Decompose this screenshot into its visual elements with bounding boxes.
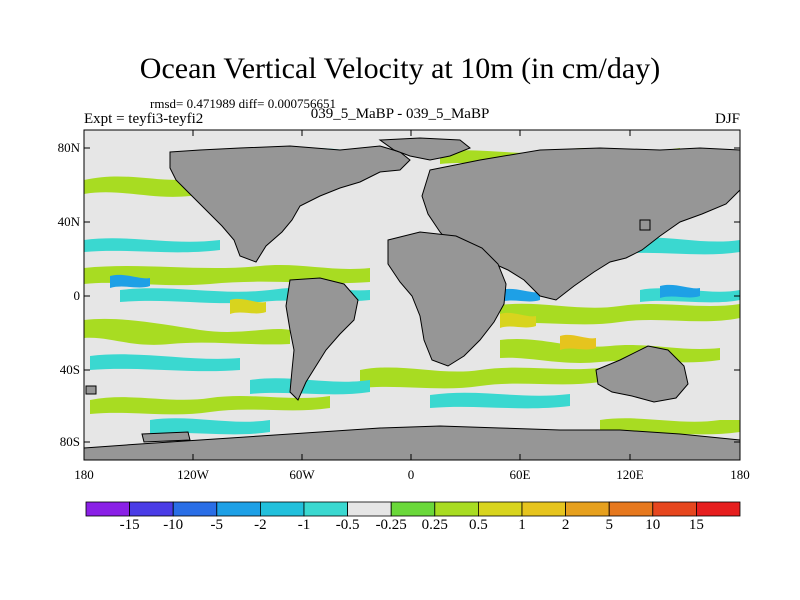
- experiment-label: Expt = teyfi3-teyfi2: [84, 111, 204, 127]
- colorbar-swatch: [216, 501, 261, 517]
- colorbar-swatch: [565, 501, 610, 517]
- lon-label: 120E: [616, 467, 644, 482]
- page-title: Ocean Vertical Velocity at 10m (in cm/da…: [139, 52, 661, 85]
- map-plot-area: [84, 130, 740, 460]
- colorbar: [85, 501, 741, 517]
- colorbar-swatch: [85, 501, 130, 517]
- colorbar-swatch: [390, 501, 436, 517]
- lon-label: 60W: [289, 467, 315, 482]
- lat-label: 40N: [57, 214, 80, 229]
- comparison-label: 039_5_MaBP - 039_5_MaBP: [310, 106, 490, 122]
- colorbar-label: 0.5: [469, 517, 488, 533]
- colorbar-label: 1: [518, 517, 526, 533]
- australia: [595, 345, 689, 403]
- colorbar-label: 0.25: [421, 517, 448, 533]
- colorbar-swatch: [696, 501, 741, 517]
- map-frame: [83, 129, 741, 461]
- greenland: [378, 137, 471, 161]
- colorbar-swatch: [477, 501, 523, 517]
- island: [85, 385, 97, 395]
- colorbar-swatch: [303, 501, 348, 517]
- lat-label: 80S: [59, 434, 80, 449]
- north-america: [169, 145, 411, 263]
- colorbar-swatch: [521, 501, 566, 517]
- axis-ticks: [83, 130, 741, 460]
- colorbar-swatch: [652, 501, 697, 517]
- colorbar-label: -1: [297, 517, 311, 533]
- lon-label: 180: [74, 467, 94, 482]
- lon-label: 180: [730, 467, 750, 482]
- colorbar-swatch: [347, 501, 392, 517]
- colorbar-swatch: [129, 501, 174, 517]
- colorbar-label: 10: [645, 517, 661, 533]
- lon-label: 120W: [177, 467, 209, 482]
- africa: [387, 231, 507, 367]
- season-label: DJF: [714, 111, 740, 127]
- lon-label: 0: [407, 467, 415, 482]
- colorbar-swatch: [172, 501, 218, 517]
- colorbar-label: 2: [561, 517, 570, 533]
- colorbar-label: -0.25: [375, 517, 407, 533]
- island: [141, 431, 191, 443]
- antarctica: [84, 425, 740, 460]
- colorbar-label: -0.5: [335, 517, 360, 533]
- rmsd-diff-stats: rmsd= 0.471989 diff= 0.000756651: [150, 96, 336, 111]
- lat-label: 40S: [59, 362, 80, 377]
- colorbar-label: 5: [605, 517, 613, 533]
- lat-label: 0: [73, 288, 81, 303]
- colorbar-swatch: [434, 501, 479, 517]
- colorbar-label: 15: [688, 517, 704, 533]
- colorbar-swatch: [608, 501, 654, 517]
- colorbar-label: -15: [119, 517, 140, 533]
- lat-label: 80N: [57, 140, 80, 155]
- land-masses: [84, 137, 740, 460]
- colorbar-label: -10: [163, 517, 184, 533]
- island: [639, 219, 651, 231]
- south-america: [285, 277, 359, 401]
- colorbar-label: -5: [210, 517, 224, 533]
- lon-label: 60E: [509, 467, 531, 482]
- colorbar-swatch: [259, 501, 305, 517]
- colorbar-label: -2: [254, 517, 267, 533]
